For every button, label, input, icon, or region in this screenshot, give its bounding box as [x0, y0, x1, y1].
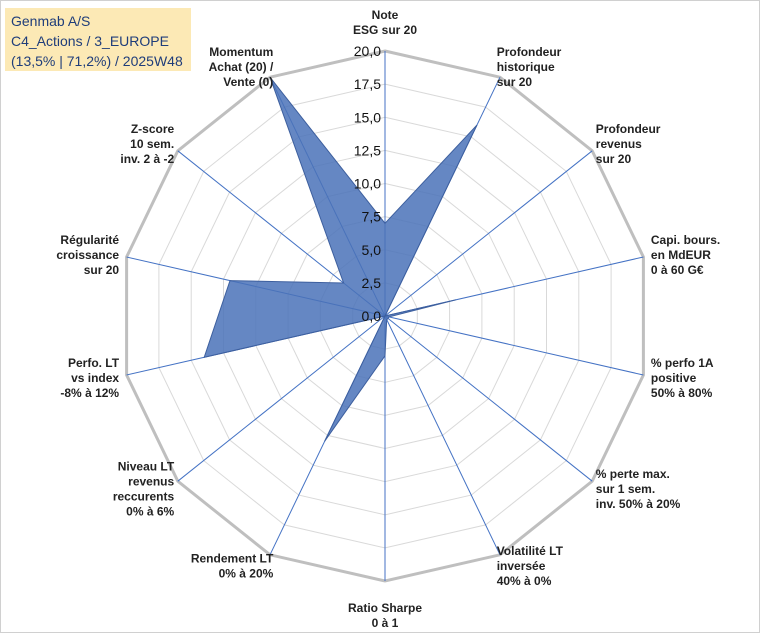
radar-category-label: Régularité croissance sur 20	[56, 233, 119, 277]
radar-category-label-line: Volatilité LT	[497, 544, 564, 558]
radar-category-label-line: -8% à 12%	[60, 386, 119, 400]
radar-category-label-line: inversée	[497, 559, 546, 573]
radar-category-label-line: positive	[651, 371, 697, 385]
radar-category-label-line: inv. 2 à -2	[120, 152, 174, 166]
radar-tick-label: 15,0	[354, 109, 381, 125]
radar-category-label-line: Note	[372, 8, 399, 22]
radar-category-label-line: Capi. bours.	[651, 233, 720, 247]
radar-category-label: Rendement LT 0% à 20%	[191, 552, 274, 581]
radar-category-label: Note ESG sur 20	[353, 8, 417, 37]
chart-title-company: Genmab A/S	[11, 13, 91, 29]
radar-category-label-line: en MdEUR	[651, 248, 711, 262]
radar-category-label-line: 40% à 0%	[497, 574, 552, 588]
radar-category-label-line: 0 à 60 G€	[651, 263, 704, 277]
radar-category-label-line: 0% à 20%	[219, 567, 274, 581]
radar-tick-label: 0,0	[362, 308, 382, 324]
radar-category-label: % perfo 1A positive 50% à 80%	[651, 356, 714, 400]
radar-spoke	[384, 315, 644, 376]
radar-category-label-line: reccurents	[113, 490, 175, 504]
radar-spoke	[177, 315, 386, 482]
radar-category-label: Niveau LT revenus reccurents 0% à 6%	[113, 460, 175, 519]
radar-category-label-line: revenus	[596, 137, 642, 151]
radar-tick-label: 7,5	[362, 209, 382, 225]
radar-category-label-line: 0% à 6%	[126, 505, 174, 519]
radar-category-label-line: 0 à 1	[372, 616, 399, 630]
radar-category-label: Ratio Sharpe 0 à 1	[348, 601, 422, 630]
radar-tick-label: 5,0	[362, 242, 382, 258]
radar-category-label-line: Profondeur	[596, 122, 661, 136]
radar-tick-label: 20,0	[354, 43, 381, 59]
radar-tick-label: 10,0	[354, 176, 381, 192]
radar-category-label-line: sur 20	[84, 263, 120, 277]
radar-tick-label: 12,5	[354, 142, 381, 158]
radar-category-label-line: Ratio Sharpe	[348, 601, 422, 615]
radar-category-label-line: revenus	[128, 475, 174, 489]
radar-category-label-line: % perte max.	[596, 467, 670, 481]
radar-spoke	[384, 315, 501, 556]
radar-category-label-line: sur 1 sem.	[596, 482, 655, 496]
radar-category-label-line: inv. 50% à 20%	[596, 497, 681, 511]
radar-category-label-line: Vente (0)	[223, 75, 273, 89]
radar-category-label-line: ESG sur 20	[353, 23, 417, 37]
radar-category-label-line: Momentum	[209, 45, 273, 59]
radar-category-label: % perte max. sur 1 sem. inv. 50% à 20%	[596, 467, 681, 511]
radar-category-label-line: Profondeur	[497, 45, 562, 59]
radar-category-label-line: Régularité	[60, 233, 119, 247]
radar-category-label: Perfo. LT vs index -8% à 12%	[60, 356, 119, 400]
radar-spoke	[384, 315, 593, 482]
radar-category-label-line: 10 sem.	[130, 137, 174, 151]
chart-title-box: Genmab A/S C4_Actions / 3_EUROPE (13,5% …	[5, 8, 191, 71]
radar-category-label-line: 50% à 80%	[651, 386, 713, 400]
radar-category-label: Profondeur historique sur 20	[497, 45, 562, 89]
radar-category-label-line: Achat (20) /	[209, 60, 274, 74]
radar-category-label-line: Z-score	[131, 122, 175, 136]
radar-category-label-line: sur 20	[497, 75, 533, 89]
radar-category-label: Volatilité LT inversée 40% à 0%	[497, 544, 564, 588]
radar-tick-label: 2,5	[362, 275, 382, 291]
radar-spoke	[384, 150, 593, 317]
radar-category-label: Capi. bours. en MdEUR 0 à 60 G€	[651, 233, 720, 277]
chart-title-portfolio: C4_Actions / 3_EUROPE	[11, 33, 169, 49]
radar-category-label: Z-score 10 sem. inv. 2 à -2	[120, 122, 174, 166]
radar-category-label-line: Niveau LT	[118, 460, 175, 474]
radar-category-label: Momentum Achat (20) / Vente (0)	[209, 45, 274, 89]
radar-category-label-line: sur 20	[596, 152, 632, 166]
radar-category-label-line: Perfo. LT	[68, 356, 120, 370]
radar-category-label-line: croissance	[56, 248, 119, 262]
radar-category-label-line: vs index	[71, 371, 119, 385]
radar-category-label-line: Rendement LT	[191, 552, 274, 566]
radar-series-area	[203, 76, 478, 442]
radar-tick-label: 17,5	[354, 76, 381, 92]
radar-category-label-line: % perfo 1A	[651, 356, 714, 370]
radar-category-label: Profondeur revenus sur 20	[596, 122, 661, 166]
chart-title-stats: (13,5% | 71,2%) / 2025W48	[11, 53, 183, 69]
radar-category-label-line: historique	[497, 60, 555, 74]
